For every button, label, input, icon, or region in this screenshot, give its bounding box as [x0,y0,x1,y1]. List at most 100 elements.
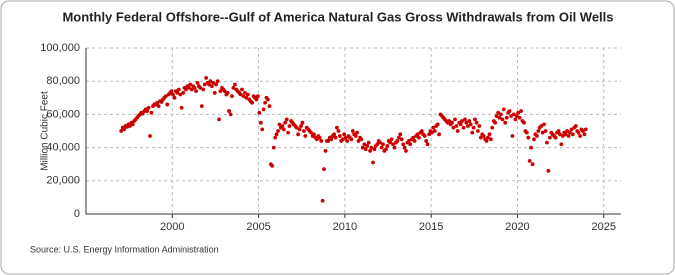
point [208,79,213,84]
point [424,139,429,143]
x-tick-label: 2020 [505,221,529,233]
point [350,129,355,133]
point [450,120,454,125]
point [559,142,564,147]
point [261,107,266,112]
point [573,124,578,128]
point [360,145,365,150]
point [514,114,519,118]
point [363,147,368,152]
point [227,109,231,113]
point [230,94,234,99]
point [468,122,473,127]
point [473,117,477,122]
point [419,129,424,133]
point [335,125,339,130]
point [340,137,345,142]
point [566,134,571,138]
point [396,135,401,140]
point [186,85,191,90]
point [283,120,288,125]
point [343,135,348,140]
point [565,129,570,133]
point [451,125,456,130]
point [286,130,290,135]
point [478,135,483,140]
point [406,139,411,143]
point [366,140,371,145]
point [517,115,522,120]
point [474,120,479,125]
point [511,112,516,117]
point [179,105,184,110]
point [300,120,305,125]
point [258,120,263,125]
y-tick-label: 80,000 [46,75,80,87]
point [195,80,200,85]
point [519,109,523,113]
point [169,89,174,94]
point [349,137,354,142]
point [181,90,186,95]
point [484,139,489,143]
point [435,122,440,127]
point [547,135,552,140]
point [490,125,495,130]
point [427,132,431,137]
point [392,145,397,150]
point [540,130,545,135]
point [309,130,313,135]
point [536,129,541,133]
point [568,130,572,135]
point [315,137,319,142]
point [296,132,301,137]
point [148,134,152,138]
point [488,137,493,142]
x-tick-label: 2010 [333,221,357,233]
point [494,114,499,118]
point [273,135,278,140]
point [207,82,211,87]
point [119,129,124,133]
point [156,104,161,108]
point [270,163,275,168]
point [302,129,306,133]
point [580,129,585,133]
point [355,130,360,135]
point [165,102,170,107]
point [381,142,385,147]
point [155,100,160,105]
point [583,127,588,132]
point [467,119,472,123]
point [447,119,452,123]
point [582,132,587,137]
point [542,122,546,127]
point [524,130,529,135]
point [320,198,325,203]
point [545,140,549,145]
point [172,95,177,100]
point [481,134,486,138]
point [412,139,417,143]
point [408,142,413,147]
point [271,145,276,150]
point [402,145,407,150]
point [198,85,203,90]
point [389,137,394,142]
point [404,149,408,153]
x-tick-label: 2005 [246,221,270,233]
point [362,142,367,147]
x-tick-label: 2000 [160,221,184,233]
point [546,168,551,173]
point [245,92,250,97]
point [527,158,532,163]
point [312,132,316,137]
point [337,134,342,138]
point [553,135,558,140]
point [375,142,380,147]
point [281,127,286,132]
point [192,85,197,90]
point [359,137,364,142]
point [228,112,233,117]
point [322,167,326,172]
